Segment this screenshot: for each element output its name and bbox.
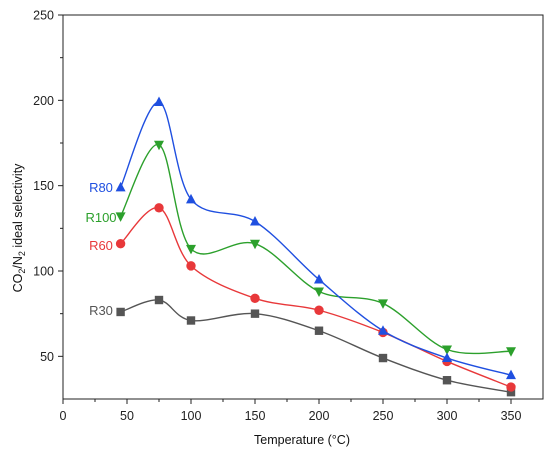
series-label-r60: R60 [89, 238, 113, 253]
data-point-r100 [506, 347, 516, 357]
series-line-r30 [120, 299, 512, 393]
x-tick-label: 50 [120, 409, 134, 423]
plot-frame [62, 14, 544, 400]
x-axis-title: Temperature (°C) [254, 433, 350, 447]
data-point-r60 [115, 238, 126, 249]
y-tick-label: 50 [40, 350, 54, 364]
data-point-r100 [154, 140, 164, 151]
data-point-r80 [378, 325, 388, 335]
y-tick-label: 150 [33, 179, 54, 193]
plot-area: 0 50 100 150 200 250 300 350 50 100 150 200 250 R30 R6… [33, 9, 544, 423]
data-point-r60 [154, 203, 164, 213]
data-point-r30 [442, 376, 452, 385]
y-axis-title: CO2/N2 ideal selectivity [11, 163, 27, 293]
data-point-r100 [314, 287, 324, 297]
data-point-r100 [115, 212, 126, 222]
series-line-r100 [119, 143, 512, 355]
data-point-r100 [186, 244, 196, 255]
data-point-r60 [314, 305, 324, 315]
data-point-r100 [442, 345, 452, 356]
x-tick-label: 300 [437, 409, 458, 423]
series-label-r30: R30 [89, 303, 113, 318]
data-point-r30 [506, 387, 516, 397]
data-point-r80 [186, 193, 196, 204]
data-point-r80 [506, 369, 516, 380]
x-tick-label: 350 [501, 409, 522, 423]
x-tick-label: 100 [181, 409, 202, 423]
data-point-r60 [506, 382, 516, 392]
series-label-r100: R100 [85, 210, 116, 225]
data-point-r30 [116, 307, 125, 317]
data-point-r80 [250, 216, 260, 226]
y-tick-label: 100 [33, 265, 54, 279]
y-tick-label: 250 [33, 9, 54, 23]
data-point-r80 [442, 352, 452, 363]
x-tick-label: 250 [373, 409, 394, 423]
data-point-r60 [186, 261, 196, 271]
data-point-r100 [378, 299, 388, 309]
series-line-r60 [120, 207, 512, 388]
series-label-r80: R80 [89, 180, 113, 195]
x-tick-label: 200 [309, 409, 330, 423]
x-tick-label: 0 [60, 409, 67, 423]
data-point-r80 [154, 96, 164, 107]
data-point-r30 [314, 326, 324, 335]
data-point-r60 [250, 293, 260, 304]
data-point-r30 [250, 309, 260, 318]
y-tick-label: 200 [33, 94, 54, 108]
data-point-r30 [378, 353, 388, 363]
data-point-r30 [154, 295, 164, 305]
data-point-r80 [314, 274, 324, 284]
data-point-r80 [115, 181, 126, 192]
data-point-r100 [250, 239, 260, 250]
data-point-r30 [186, 316, 196, 325]
x-tick-label: 150 [245, 409, 266, 423]
